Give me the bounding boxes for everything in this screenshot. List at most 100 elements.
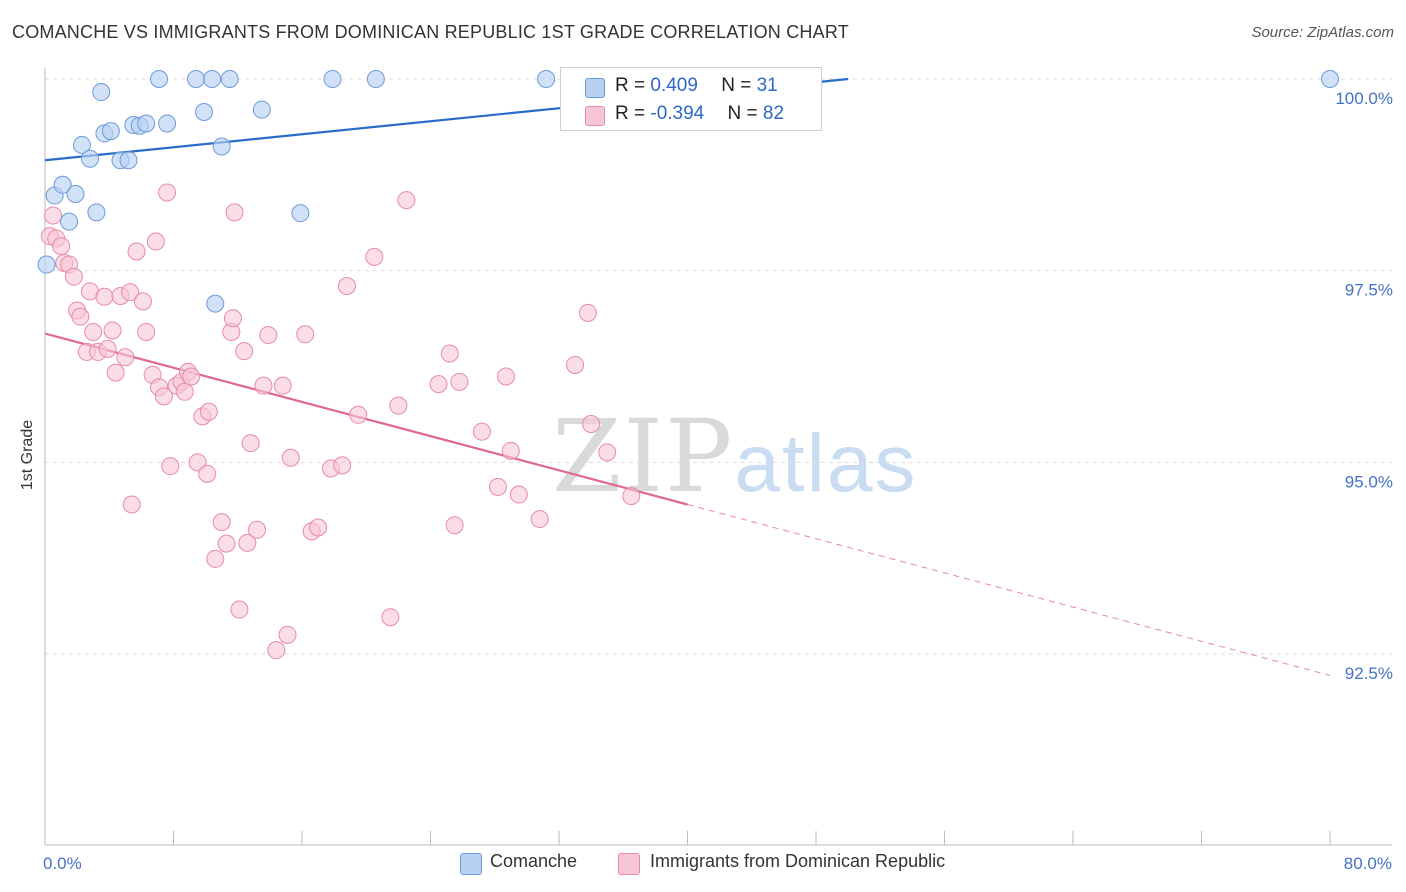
point-dominican bbox=[578, 303, 597, 322]
point-comanche bbox=[537, 70, 556, 88]
point-dominican bbox=[44, 206, 63, 225]
chart-source: Source: ZipAtlas.com bbox=[1251, 24, 1394, 41]
legend-r-label: R = bbox=[615, 103, 651, 124]
point-comanche bbox=[158, 114, 177, 133]
y-tick-label: 95.0% bbox=[1345, 472, 1393, 491]
point-dominican bbox=[496, 367, 515, 386]
point-dominican bbox=[198, 464, 217, 483]
legend-swatch-dominican bbox=[585, 106, 605, 126]
point-comanche bbox=[53, 175, 72, 194]
point-comanche bbox=[66, 185, 85, 203]
point-comanche bbox=[186, 70, 205, 88]
legend-n-value-comanche: 31 bbox=[756, 75, 778, 96]
point-comanche bbox=[37, 255, 56, 274]
point-dominican bbox=[188, 453, 207, 472]
trend-layer bbox=[44, 77, 1331, 676]
point-comanche bbox=[291, 204, 310, 223]
series-label-dominican: Immigrants from Dominican Republic bbox=[650, 851, 946, 871]
point-dominican bbox=[64, 267, 83, 286]
series-legend-comanche[interactable]: Comanche bbox=[460, 851, 577, 875]
point-dominican bbox=[175, 382, 194, 401]
point-dominican bbox=[582, 415, 601, 433]
point-dominican bbox=[440, 344, 459, 363]
point-comanche bbox=[87, 203, 106, 222]
point-dominican bbox=[225, 203, 244, 222]
legend-row-dominican: R = -0.394 N = 82 bbox=[585, 103, 785, 126]
y-tick-label: 92.5% bbox=[1345, 664, 1393, 683]
series-swatch-comanche bbox=[460, 853, 482, 875]
point-dominican bbox=[127, 242, 146, 261]
point-comanche bbox=[119, 151, 138, 170]
point-comanche bbox=[195, 102, 214, 121]
point-dominican bbox=[566, 355, 585, 374]
correlation-legend: R = 0.409 N = 31 R = -0.394 N = 82 bbox=[560, 67, 822, 131]
legend-row-comanche: R = 0.409 N = 31 bbox=[585, 75, 778, 98]
point-dominican bbox=[248, 520, 267, 539]
point-dominican bbox=[182, 367, 201, 386]
point-dominican bbox=[241, 434, 260, 453]
point-dominican bbox=[106, 363, 125, 382]
watermark: ZIPatlas bbox=[552, 398, 918, 515]
point-dominican bbox=[296, 325, 315, 344]
legend-r-label: R = bbox=[615, 75, 651, 96]
point-comanche bbox=[212, 137, 231, 156]
legend-swatch-comanche bbox=[585, 78, 605, 98]
point-dominican bbox=[445, 516, 464, 535]
point-layer bbox=[37, 70, 1339, 660]
point-comanche bbox=[101, 122, 120, 141]
point-dominican bbox=[122, 495, 141, 514]
point-dominican bbox=[389, 396, 408, 415]
point-dominican bbox=[133, 292, 152, 311]
point-comanche bbox=[150, 70, 169, 88]
y-tick-label: 100.0% bbox=[1335, 89, 1393, 108]
point-comanche bbox=[220, 70, 239, 88]
series-swatch-dominican bbox=[618, 853, 640, 875]
point-dominican bbox=[509, 485, 528, 504]
point-dominican bbox=[309, 518, 328, 537]
point-dominican bbox=[472, 422, 491, 441]
point-dominican bbox=[281, 448, 300, 467]
label-layer: 92.5% 95.0% 97.5% 100.0% 0.0% 80.0% bbox=[43, 89, 1393, 873]
point-dominican bbox=[52, 237, 71, 256]
trendline-dominican-extension bbox=[687, 504, 1331, 676]
point-dominican bbox=[235, 342, 254, 361]
point-dominican bbox=[84, 323, 103, 341]
legend-n-label: N = bbox=[727, 103, 763, 124]
point-dominican bbox=[238, 533, 257, 552]
point-dominican bbox=[103, 321, 122, 340]
point-dominican bbox=[259, 326, 278, 345]
point-dominican bbox=[530, 510, 549, 529]
point-dominican bbox=[333, 456, 352, 475]
point-dominican bbox=[206, 549, 225, 568]
legend-n-value-dominican: 82 bbox=[762, 103, 785, 124]
legend-r-value-dominican: -0.394 bbox=[650, 103, 705, 124]
point-dominican bbox=[381, 608, 400, 627]
watermark-atlas: atlas bbox=[734, 418, 918, 509]
point-dominican bbox=[137, 323, 156, 341]
point-dominican bbox=[146, 232, 165, 251]
point-dominican bbox=[212, 513, 231, 532]
point-dominican bbox=[254, 376, 273, 395]
point-comanche bbox=[206, 294, 225, 313]
trendline-dominican bbox=[44, 332, 688, 506]
x-tick-label-end: 80.0% bbox=[1344, 854, 1392, 873]
point-comanche bbox=[252, 100, 271, 119]
point-dominican bbox=[161, 457, 180, 476]
point-dominican bbox=[337, 277, 356, 295]
point-comanche bbox=[92, 83, 111, 102]
point-dominican bbox=[98, 339, 117, 358]
series-legend-dominican[interactable]: Immigrants from Dominican Republic bbox=[618, 851, 946, 875]
point-comanche bbox=[60, 212, 79, 231]
point-dominican bbox=[349, 405, 368, 424]
point-comanche bbox=[323, 70, 342, 88]
point-dominican bbox=[267, 641, 286, 660]
point-comanche bbox=[137, 114, 156, 133]
point-comanche bbox=[203, 70, 222, 88]
point-dominican bbox=[450, 372, 469, 391]
point-dominican bbox=[71, 307, 90, 326]
point-dominican bbox=[429, 375, 448, 394]
point-dominican bbox=[598, 443, 617, 462]
chart-title: COMANCHE VS IMMIGRANTS FROM DOMINICAN RE… bbox=[12, 22, 849, 42]
point-dominican bbox=[154, 387, 173, 406]
